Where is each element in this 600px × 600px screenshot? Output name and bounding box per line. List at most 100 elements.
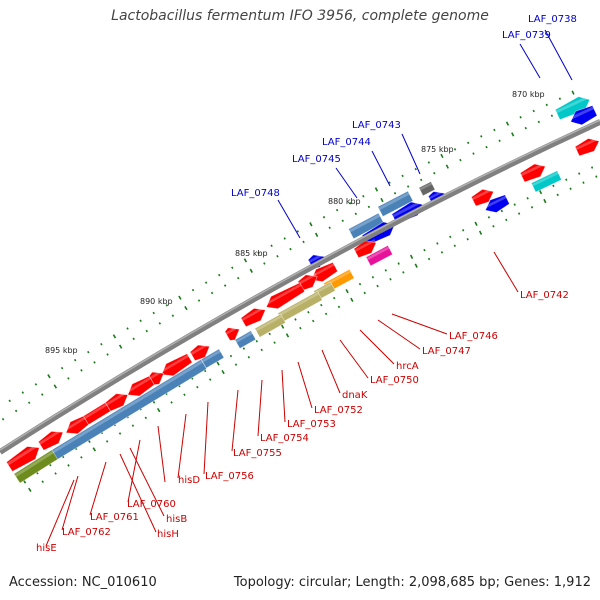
tick-mark bbox=[280, 324, 285, 329]
tick-mark bbox=[93, 361, 96, 364]
leader-line-bottom bbox=[391, 313, 448, 335]
gene-label-LAF_0755[interactable]: LAF_0755 bbox=[233, 448, 282, 459]
feature-red-a bbox=[574, 138, 600, 157]
tick-mark bbox=[229, 354, 233, 358]
kbp-label-880: 880 kbp bbox=[328, 197, 361, 206]
tick-mark bbox=[21, 391, 25, 394]
gene-label-LAF_0745[interactable]: LAF_0745 bbox=[292, 154, 341, 165]
kbp-label-895: 895 kbp bbox=[45, 346, 78, 355]
tick-mark bbox=[530, 206, 534, 209]
tick-mark bbox=[118, 432, 122, 435]
feature-red-p-shade bbox=[83, 403, 108, 420]
gene-label-LAF_0742[interactable]: LAF_0742 bbox=[520, 290, 569, 301]
tick-mark bbox=[492, 225, 495, 228]
tick-mark bbox=[197, 299, 201, 302]
tick-mark bbox=[433, 171, 436, 175]
leader-line-bottom bbox=[377, 319, 421, 350]
feature-blue-small-shade bbox=[428, 190, 444, 200]
leader-line-bottom bbox=[359, 329, 395, 365]
tick-mark bbox=[480, 135, 483, 138]
feature-red-n bbox=[127, 375, 155, 397]
tick-mark bbox=[453, 244, 456, 248]
tick-mark bbox=[152, 311, 155, 315]
tick-mark bbox=[183, 393, 186, 397]
leader-line-bottom bbox=[281, 369, 286, 423]
tick-mark bbox=[296, 230, 299, 233]
tick-mark bbox=[8, 399, 11, 403]
tick-mark bbox=[243, 258, 248, 263]
gene-label-LAF_0761[interactable]: LAF_0761 bbox=[90, 512, 139, 523]
gene-label-hisE[interactable]: hisE bbox=[36, 543, 57, 554]
tick-mark bbox=[595, 175, 598, 178]
gene-label-LAF_0750[interactable]: LAF_0750 bbox=[370, 375, 419, 386]
tick-mark bbox=[49, 463, 52, 467]
feature-red-e-shade bbox=[354, 239, 376, 252]
gene-label-LAF_0743[interactable]: LAF_0743 bbox=[352, 120, 401, 131]
tick-mark bbox=[118, 344, 123, 349]
tick-mark bbox=[550, 114, 554, 117]
gene-label-hisB[interactable]: hisB bbox=[166, 514, 187, 525]
tick-mark bbox=[307, 311, 310, 314]
gene-label-LAF_0762[interactable]: LAF_0762 bbox=[62, 527, 111, 538]
tick-mark bbox=[420, 178, 423, 182]
feature-magenta-shade bbox=[366, 246, 390, 261]
tick-mark bbox=[1, 417, 5, 421]
tick-mark bbox=[92, 447, 97, 452]
gene-label-LAF_0754[interactable]: LAF_0754 bbox=[260, 433, 309, 444]
gene-label-LAF_0760[interactable]: LAF_0760 bbox=[127, 499, 176, 510]
feature-red-f bbox=[310, 262, 339, 282]
feature-red-l bbox=[161, 353, 193, 377]
gene-label-LAF_0738[interactable]: LAF_0738 bbox=[528, 14, 577, 25]
tick-mark bbox=[556, 193, 559, 197]
leader-line-bottom bbox=[177, 413, 187, 479]
tick-mark bbox=[105, 440, 109, 443]
tick-mark bbox=[517, 212, 521, 215]
tick-mark bbox=[196, 385, 199, 389]
tick-mark bbox=[345, 288, 349, 294]
genome-backbone bbox=[0, 119, 600, 455]
tick-mark bbox=[178, 295, 182, 300]
gene-label-dnaK[interactable]: dnaK bbox=[342, 390, 368, 401]
tick-mark bbox=[402, 271, 405, 274]
leader-line-bottom bbox=[157, 425, 166, 483]
tick-mark bbox=[221, 369, 225, 375]
gene-label-hisD[interactable]: hisD bbox=[178, 475, 200, 486]
tick-mark bbox=[237, 276, 240, 280]
leader-line-bottom bbox=[297, 361, 313, 409]
gene-label-hrcA[interactable]: hrcA bbox=[396, 361, 419, 372]
tick-mark bbox=[498, 139, 501, 142]
gene-label-LAF_0756[interactable]: LAF_0756 bbox=[205, 471, 254, 482]
feature-red-d-shade bbox=[471, 188, 493, 201]
tick-mark bbox=[526, 197, 529, 200]
tick-mark bbox=[209, 378, 212, 381]
tick-mark bbox=[131, 424, 135, 427]
gene-label-LAF_0752[interactable]: LAF_0752 bbox=[314, 405, 363, 416]
tick-mark bbox=[538, 189, 543, 195]
tick-mark bbox=[569, 187, 572, 190]
gene-label-LAF_0753[interactable]: LAF_0753 bbox=[287, 419, 336, 430]
tick-mark bbox=[565, 178, 568, 181]
gene-label-LAF_0748[interactable]: LAF_0748 bbox=[231, 188, 280, 199]
gene-label-hisH[interactable]: hisH bbox=[157, 529, 179, 540]
tick-mark bbox=[401, 174, 404, 178]
tick-mark bbox=[466, 141, 470, 145]
tick-mark bbox=[273, 341, 276, 344]
gene-label-LAF_0739[interactable]: LAF_0739 bbox=[502, 30, 551, 41]
gene-label-LAF_0744[interactable]: LAF_0744 bbox=[322, 137, 371, 148]
tick-mark bbox=[511, 132, 515, 137]
tick-mark bbox=[322, 215, 326, 219]
tick-mark bbox=[436, 242, 439, 245]
tick-mark bbox=[513, 203, 516, 206]
tick-mark bbox=[474, 221, 478, 226]
tick-mark bbox=[500, 209, 504, 213]
tick-mark bbox=[106, 353, 109, 356]
leader-line-bottom bbox=[203, 401, 209, 475]
feature-cyan-c bbox=[530, 170, 562, 193]
tick-mark bbox=[487, 216, 491, 219]
feature-red-f-shade bbox=[309, 263, 335, 279]
tick-mark bbox=[54, 472, 57, 475]
tick-mark bbox=[376, 284, 379, 288]
gene-label-LAF_0746[interactable]: LAF_0746 bbox=[449, 331, 498, 342]
gene-label-LAF_0747[interactable]: LAF_0747 bbox=[422, 346, 471, 357]
tick-mark bbox=[268, 332, 271, 336]
